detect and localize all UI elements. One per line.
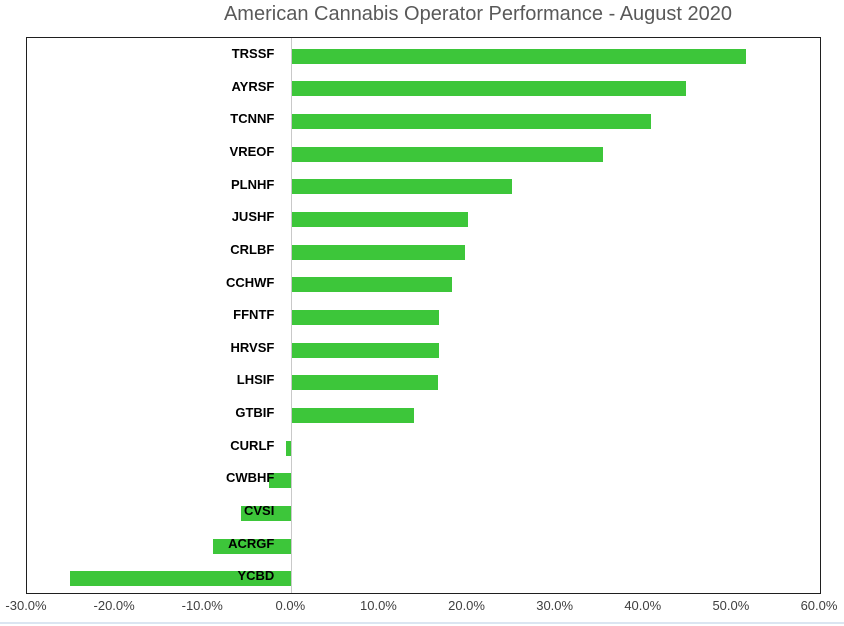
bar-ayrsf — [292, 81, 687, 97]
x-tick-label: 0.0% — [275, 598, 306, 613]
bar-gtbif — [292, 407, 414, 423]
category-label-ffntf: FFNTF — [233, 307, 275, 323]
bar-hrvsf — [292, 342, 439, 358]
bar-lhsif — [292, 375, 438, 391]
category-label-acrgf: ACRGF — [228, 535, 275, 551]
bar-cwbhf — [269, 473, 292, 489]
plot-area: TRSSF AYRSF TCNNF VREOF PLNHF JUSHF CRLBF CCHWF… — [26, 37, 821, 594]
category-label-plnhf: PLNHF — [230, 176, 275, 192]
category-label-jushf: JUSHF — [231, 209, 275, 225]
bar-ffntf — [292, 310, 440, 325]
category-label-vreof: VREOF — [229, 143, 275, 159]
category-label-tcnnf: TCNNF — [230, 111, 275, 127]
x-tick-label: -30.0% — [5, 598, 47, 613]
category-label-cvsi: CVSI — [243, 503, 275, 519]
category-label-crlbf: CRLBF — [230, 241, 275, 257]
category-label-ayrsf: AYRSF — [231, 78, 275, 94]
chart-title: American Cannabis Operator Performance -… — [223, 3, 733, 25]
x-tick-label: 10.0% — [360, 598, 397, 613]
category-label-lhsif: LHSIF — [236, 372, 275, 388]
category-label-hrvsf: HRVSF — [230, 339, 275, 355]
bottom-border-line — [0, 622, 844, 624]
bar-trssf — [292, 48, 747, 64]
x-tick-label: -20.0% — [93, 598, 135, 613]
x-tick-label: 50.0% — [712, 598, 750, 613]
bar-tcnnf — [292, 114, 651, 130]
bar-acrgf — [212, 538, 292, 554]
category-label-trssf: TRSSF — [231, 46, 275, 61]
x-tick-label: 40.0% — [624, 598, 662, 613]
bar-curlf — [286, 440, 292, 456]
category-label-cchwf: CCHWF — [225, 274, 275, 290]
bar-jushf — [292, 212, 468, 228]
category-label-gtbif: GTBIF — [235, 405, 275, 421]
x-tick-label: 60.0% — [800, 598, 838, 613]
bar-vreof — [292, 146, 604, 162]
x-axis: -30.0% -20.0% -10.0% 0.0% 10.0% 20.0% 30.0% 40.… — [0, 598, 844, 616]
zero-axis-line — [291, 38, 293, 593]
bar-plnhf — [292, 179, 512, 195]
category-label-ycbd: YCBD — [237, 568, 275, 584]
bar-cchwf — [292, 277, 452, 293]
bar-crlbf — [292, 244, 466, 260]
x-tick-label: -10.0% — [181, 598, 223, 613]
category-label-curlf: CURLF — [230, 437, 275, 453]
bar-cvsi — [241, 505, 292, 521]
x-tick-label: 30.0% — [536, 598, 574, 613]
category-label-cwbhf: CWBHF — [225, 470, 275, 486]
x-tick-label: 20.0% — [448, 598, 485, 613]
bar-ycbd — [70, 571, 292, 587]
